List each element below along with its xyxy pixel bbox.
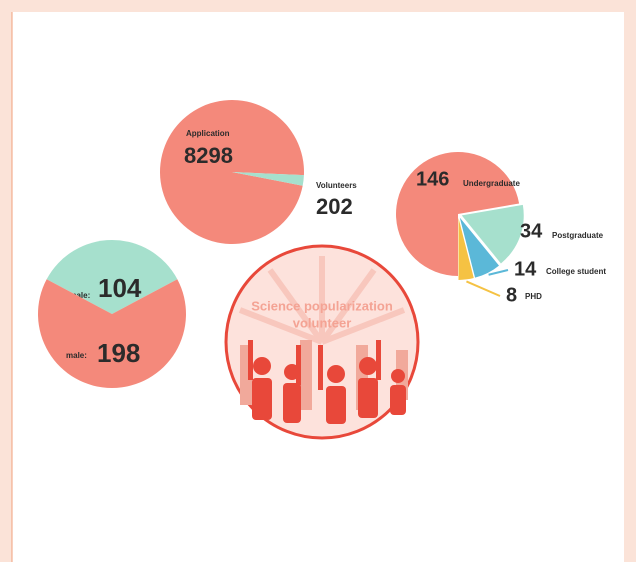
value-label: 8 bbox=[506, 284, 517, 306]
value-label: 198 bbox=[97, 338, 140, 368]
illustration-title: Science popularization bbox=[251, 298, 393, 313]
value-label: 14 bbox=[514, 258, 537, 280]
category-label: Postgraduate bbox=[552, 231, 604, 240]
pie-slice bbox=[160, 100, 304, 244]
illustration-title: volunteer bbox=[293, 315, 352, 330]
page: Application8298Volunteers202Female:104ma… bbox=[0, 0, 636, 562]
value-label: 34 bbox=[520, 220, 543, 242]
category-label: PHD bbox=[525, 292, 542, 301]
category-label: Volunteers bbox=[316, 181, 357, 190]
value-label: 202 bbox=[316, 194, 353, 219]
category-label: male: bbox=[66, 351, 87, 360]
infographic: Application8298Volunteers202Female:104ma… bbox=[0, 0, 636, 562]
category-label: Undergraduate bbox=[463, 179, 520, 188]
value-label: 104 bbox=[98, 273, 142, 303]
value-label: 8298 bbox=[184, 143, 233, 168]
value-label: 146 bbox=[416, 168, 449, 190]
category-label: College student bbox=[546, 267, 606, 276]
category-label: Application bbox=[186, 129, 230, 138]
illustration: Science popularization volunteer bbox=[226, 246, 418, 438]
